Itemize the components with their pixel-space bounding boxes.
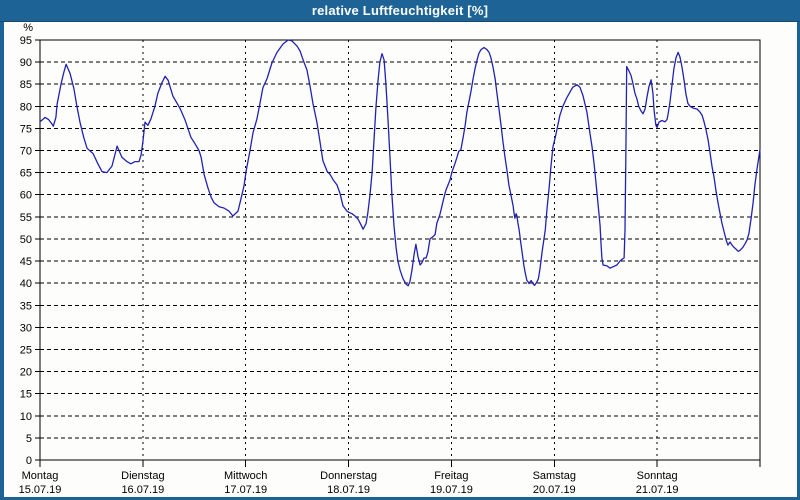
- title-bar[interactable]: relative Luftfeuchtigkeit [%]: [0, 0, 800, 22]
- chart-area: [4, 22, 797, 497]
- window-title: relative Luftfeuchtigkeit [%]: [311, 3, 489, 18]
